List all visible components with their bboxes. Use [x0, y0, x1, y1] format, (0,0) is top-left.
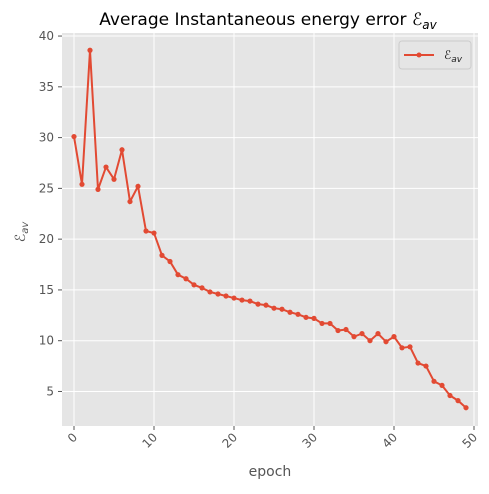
data-point — [439, 382, 445, 388]
data-point — [183, 276, 189, 282]
grid-y — [62, 35, 478, 392]
data-point — [263, 302, 269, 308]
y-tick-label: 30 — [39, 131, 54, 145]
grid-x — [73, 33, 475, 426]
series-points — [71, 47, 469, 411]
data-point — [359, 330, 365, 337]
data-point — [95, 186, 101, 192]
data-point — [367, 338, 373, 344]
data-point — [207, 289, 213, 295]
data-point — [175, 272, 181, 278]
legend: ℰav — [398, 40, 472, 70]
data-point — [119, 147, 125, 153]
data-point — [311, 315, 317, 321]
data-point — [247, 298, 253, 304]
y-tick-label: 35 — [39, 80, 54, 94]
data-point — [79, 181, 85, 187]
data-point — [279, 306, 285, 312]
x-axis-label: epoch — [249, 464, 292, 480]
data-point — [143, 228, 149, 234]
x-tick-label: 10 — [139, 430, 160, 451]
data-point — [271, 305, 277, 311]
y-tick-label: 25 — [39, 181, 54, 195]
data-point — [103, 164, 109, 170]
data-point — [111, 176, 117, 182]
plot-area — [62, 33, 478, 426]
data-point — [127, 198, 133, 205]
x-tick-label: 40 — [379, 430, 400, 451]
y-tick-label: 10 — [39, 334, 54, 348]
x-tick-label: 0 — [65, 430, 80, 445]
legend-box — [398, 40, 472, 70]
y-tick-label: 5 — [46, 384, 54, 398]
y-ticks: 5 10 15 20 25 30 35 40 — [39, 29, 62, 398]
data-point — [343, 326, 349, 333]
data-point — [319, 320, 325, 327]
data-point — [335, 327, 341, 334]
y-tick-label: 20 — [39, 232, 54, 246]
y-axis-label: ℰav — [13, 221, 31, 243]
data-point — [375, 330, 381, 337]
data-point — [287, 309, 293, 315]
data-point — [239, 297, 245, 303]
data-point — [455, 398, 461, 404]
data-point — [447, 392, 453, 399]
data-point — [415, 360, 421, 366]
data-point — [87, 47, 93, 53]
data-point — [463, 405, 469, 411]
data-point — [151, 230, 157, 236]
x-tick-label: 20 — [219, 430, 240, 451]
y-tick-label: 40 — [39, 29, 54, 43]
data-point — [71, 133, 77, 140]
data-point — [223, 293, 229, 299]
data-point — [383, 339, 389, 345]
data-point — [295, 311, 301, 317]
data-point — [327, 320, 333, 327]
data-point — [303, 314, 309, 320]
data-point — [351, 334, 357, 340]
legend-marker-swatch — [416, 52, 422, 58]
data-point — [191, 282, 197, 288]
data-point — [199, 285, 205, 291]
y-tick-label: 15 — [39, 283, 54, 297]
data-point — [135, 183, 141, 189]
data-point — [159, 252, 165, 258]
x-tick-label: 30 — [299, 430, 320, 451]
data-point — [399, 345, 405, 351]
legend-entry: ℰav — [444, 48, 463, 65]
data-point — [167, 258, 173, 265]
data-point — [215, 291, 221, 297]
data-point — [423, 363, 429, 369]
x-tick-label: 50 — [459, 430, 480, 451]
data-point — [391, 334, 397, 340]
x-ticks: 0 10 20 30 40 50 — [65, 426, 480, 451]
data-point — [231, 295, 237, 301]
data-point — [255, 301, 261, 307]
data-point — [431, 378, 437, 384]
chart-title: Average Instantaneous energy error ℰav — [99, 10, 437, 32]
data-point — [407, 344, 413, 350]
